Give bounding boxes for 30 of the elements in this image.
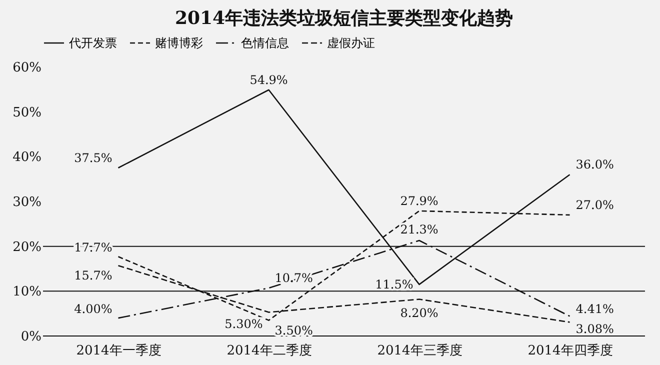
data-label: 36.0%	[576, 158, 614, 172]
legend-label: 赌博博彩	[155, 36, 203, 50]
data-label: 54.9%	[250, 72, 288, 87]
data-label: 5.30%	[224, 317, 263, 332]
data-label: 21.3%	[400, 222, 438, 237]
data-label: 27.9%	[400, 194, 438, 208]
x-tick-label: 2014年三季度	[377, 342, 462, 358]
y-tick-label: 40%	[12, 150, 42, 166]
data-label: 11.5%	[375, 277, 414, 292]
y-tick-label: 30%	[12, 195, 42, 210]
data-label: 3.50%	[274, 323, 313, 338]
data-label: 37.5%	[74, 150, 112, 165]
y-tick-label: 50%	[12, 105, 42, 120]
legend-label: 虚假办证	[327, 36, 375, 50]
x-tick-label: 2014年二季度	[226, 342, 312, 358]
chart-title: 2014年违法类垃圾短信主要类型变化趋势	[174, 8, 514, 29]
data-label: 8.20%	[400, 306, 438, 320]
y-tick-label: 10%	[12, 284, 42, 300]
y-tick-label: 60%	[12, 60, 42, 76]
data-label: 4.00%	[74, 302, 112, 316]
data-label: 4.41%	[576, 302, 614, 316]
x-tick-label: 2014年四季度	[528, 342, 613, 358]
y-tick-label: 20%	[12, 240, 42, 255]
data-label: 27.0%	[576, 198, 614, 212]
y-tick-label: 0%	[20, 330, 42, 344]
legend-label: 代开发票	[68, 36, 117, 50]
x-tick-label: 2014年一季度	[76, 342, 162, 358]
legend-label: 色情信息	[241, 36, 289, 50]
data-label: 15.7%	[74, 268, 112, 283]
data-label: 3.08%	[576, 322, 614, 336]
